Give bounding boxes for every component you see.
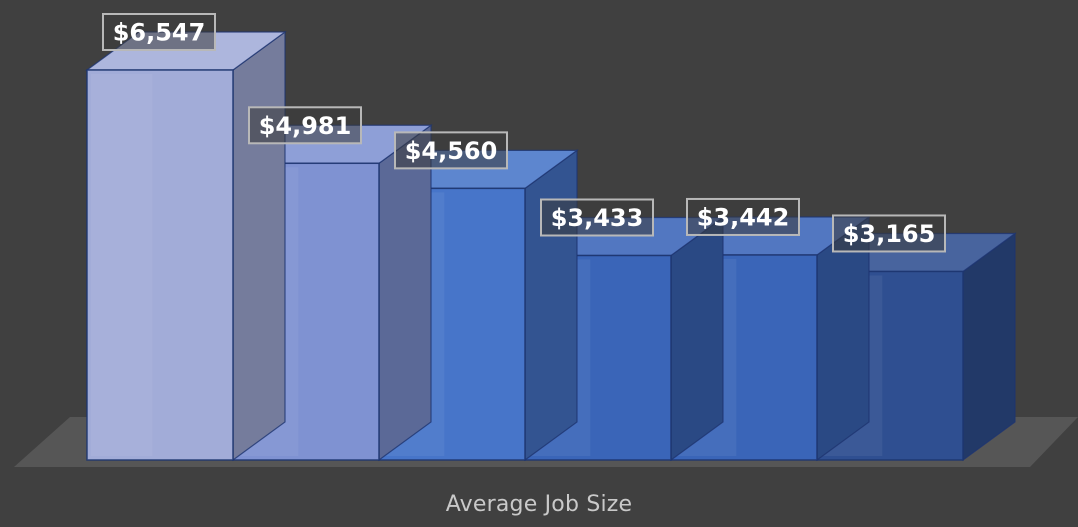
data-label: $3,165 <box>843 220 936 248</box>
bar <box>86 69 234 461</box>
data-label-box <box>102 13 216 51</box>
bar-side <box>232 30 286 462</box>
bar-side <box>962 232 1016 462</box>
data-label: $4,981 <box>259 112 352 140</box>
data-label-box <box>248 106 362 145</box>
data-label-box <box>686 197 800 236</box>
data-label-box <box>394 131 508 170</box>
data-label: $3,433 <box>551 204 644 232</box>
bar-side <box>378 124 432 462</box>
bar-side <box>670 216 724 462</box>
data-label: $4,560 <box>405 137 498 165</box>
data-label: $3,442 <box>697 203 790 231</box>
x-axis-label: Average Job Size <box>445 492 633 517</box>
data-label-box <box>832 214 946 253</box>
bar-side <box>524 149 578 462</box>
bar-side <box>816 215 870 462</box>
data-label-box <box>540 198 654 237</box>
bar-highlight <box>91 74 153 456</box>
data-label: $6,547 <box>113 19 206 47</box>
